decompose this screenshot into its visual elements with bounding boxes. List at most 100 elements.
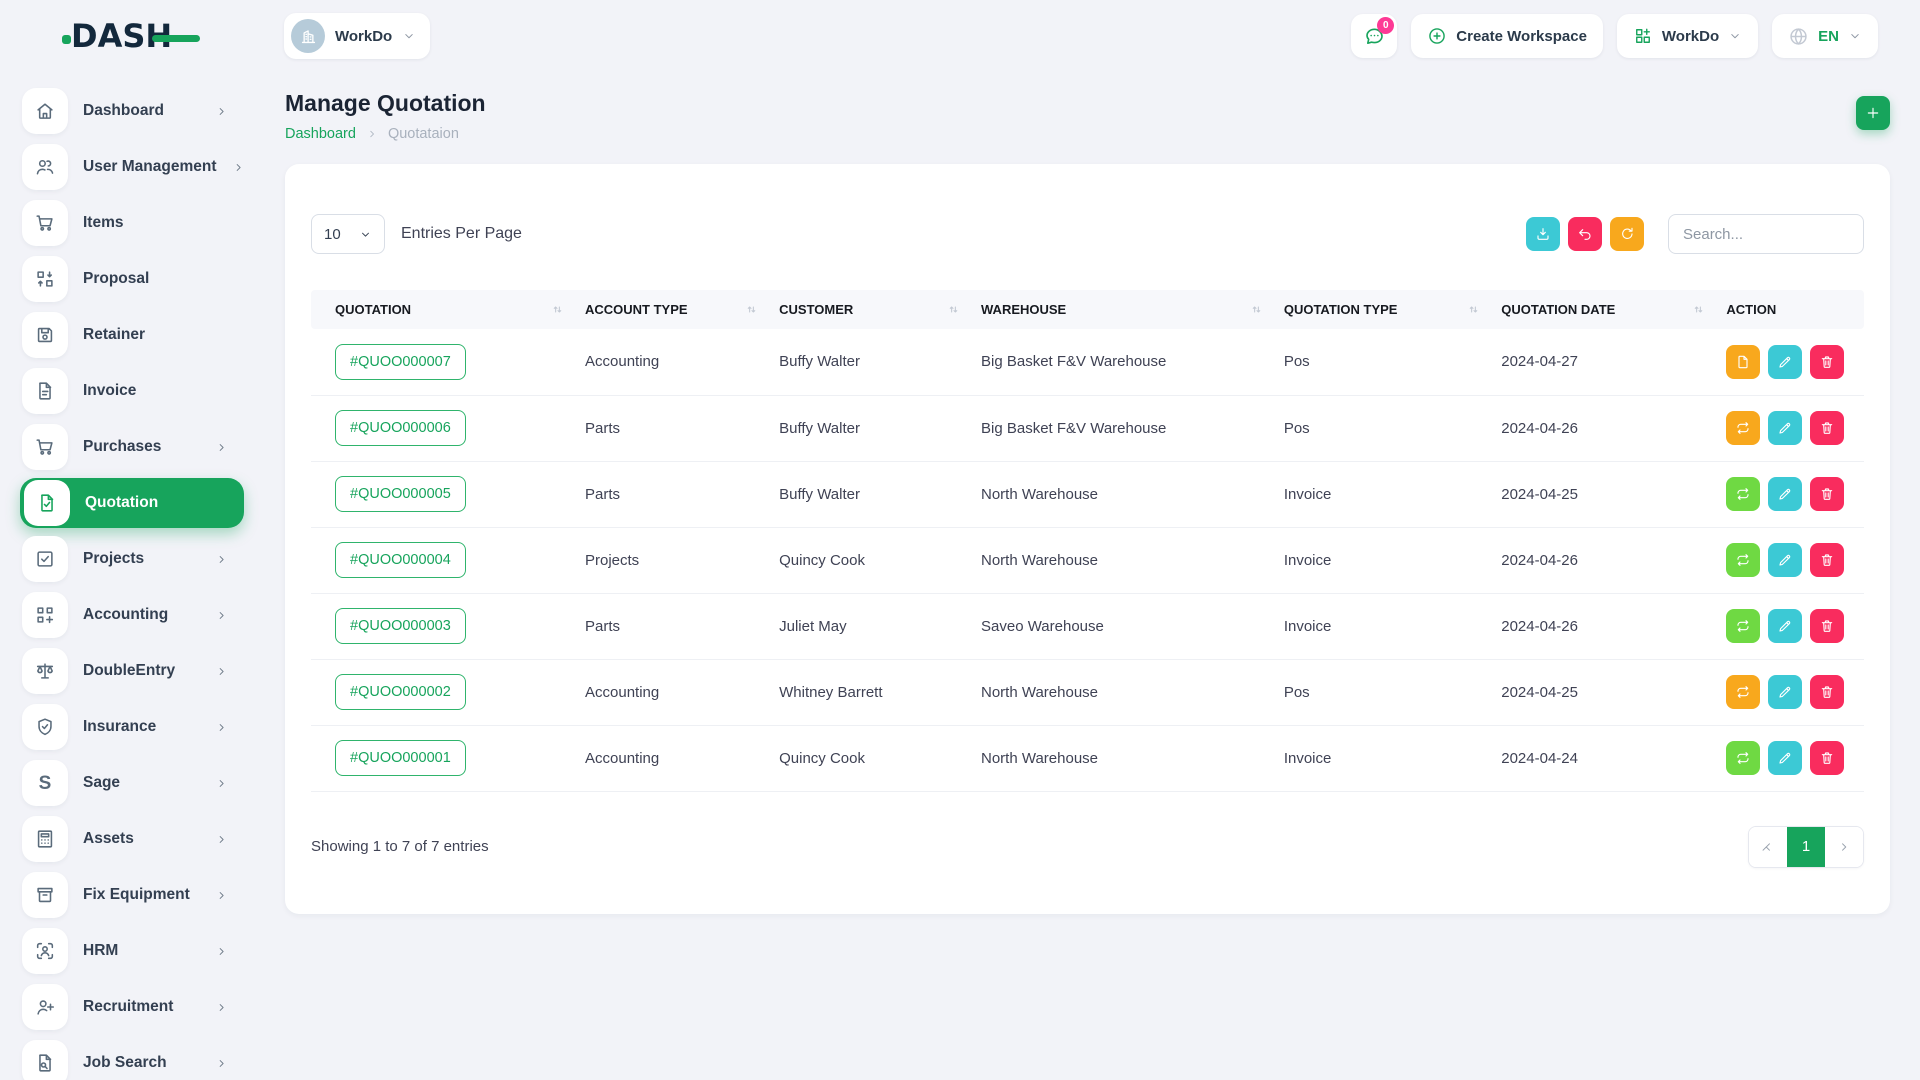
- header-quotation-date[interactable]: QUOTATION DATE: [1491, 290, 1716, 329]
- showing-entries-text: Showing 1 to 7 of 7 entries: [311, 838, 489, 855]
- customer-cell: Juliet May: [769, 593, 971, 659]
- sidebar-item-hrm[interactable]: HRM: [20, 926, 244, 976]
- reset-button[interactable]: [1568, 217, 1602, 251]
- chevron-left-icon: [1761, 840, 1775, 854]
- pagination-page-1[interactable]: 1: [1787, 827, 1825, 867]
- sidebar-item-items[interactable]: Items: [20, 198, 244, 248]
- convert-button[interactable]: [1726, 609, 1760, 643]
- table-row: #QUOO000003PartsJuliet MaySaveo Warehous…: [311, 593, 1864, 659]
- sidebar-item-job-search[interactable]: Job Search: [20, 1038, 244, 1080]
- sidebar-item-insurance[interactable]: Insurance: [20, 702, 244, 752]
- quotation-date-cell: 2024-04-25: [1491, 659, 1716, 725]
- delete-button[interactable]: [1810, 741, 1844, 775]
- header-warehouse[interactable]: WAREHOUSE: [971, 290, 1274, 329]
- sidebar-item-sage[interactable]: SSage: [20, 758, 244, 808]
- entries-per-page-select[interactable]: 10: [311, 214, 385, 254]
- delete-button[interactable]: [1810, 543, 1844, 577]
- pagination-prev-button[interactable]: [1749, 827, 1787, 867]
- table-footer: Showing 1 to 7 of 7 entries 1: [311, 826, 1864, 868]
- workspace-selector[interactable]: WorkDo: [284, 13, 430, 59]
- trash-icon: [1819, 618, 1835, 634]
- messages-count-badge: 0: [1377, 17, 1394, 34]
- quotation-date-cell: 2024-04-26: [1491, 593, 1716, 659]
- convert-button[interactable]: [1726, 741, 1760, 775]
- refresh-button[interactable]: [1610, 217, 1644, 251]
- delete-button[interactable]: [1810, 477, 1844, 511]
- quotation-type-cell: Invoice: [1274, 593, 1491, 659]
- sort-icon[interactable]: [946, 302, 961, 317]
- sidebar-item-dashboard[interactable]: Dashboard: [20, 86, 244, 136]
- sort-icon[interactable]: [1466, 302, 1481, 317]
- sidebar-item-purchases[interactable]: Purchases: [20, 422, 244, 472]
- sidebar-item-projects[interactable]: Projects: [20, 534, 244, 584]
- convert-button[interactable]: [1726, 411, 1760, 445]
- sort-icon[interactable]: [550, 302, 565, 317]
- warehouse-cell: Big Basket F&V Warehouse: [971, 395, 1274, 461]
- sort-icon[interactable]: [1249, 302, 1264, 317]
- pagination-next-button[interactable]: [1825, 827, 1863, 867]
- header-quotation[interactable]: QUOTATION: [311, 290, 575, 329]
- pencil-icon: [1777, 618, 1793, 634]
- search-input[interactable]: [1668, 214, 1864, 254]
- sidebar-item-user-management[interactable]: User Management: [20, 142, 244, 192]
- header-quotation-type[interactable]: QUOTATION TYPE: [1274, 290, 1491, 329]
- convert-icon: [1735, 618, 1751, 634]
- quotation-number-badge[interactable]: #QUOO000001: [335, 740, 466, 776]
- apps-dropdown[interactable]: WorkDo: [1617, 14, 1758, 58]
- language-selector[interactable]: EN: [1772, 14, 1878, 58]
- quotation-number-badge[interactable]: #QUOO000007: [335, 344, 466, 380]
- sidebar-item-recruitment[interactable]: Recruitment: [20, 982, 244, 1032]
- convert-button[interactable]: [1726, 477, 1760, 511]
- create-quotation-button[interactable]: [1856, 96, 1890, 130]
- export-button[interactable]: [1526, 217, 1560, 251]
- convert-button[interactable]: [1726, 675, 1760, 709]
- header-customer[interactable]: CUSTOMER: [769, 290, 971, 329]
- edit-button[interactable]: [1768, 411, 1802, 445]
- convert-button[interactable]: [1726, 543, 1760, 577]
- breadcrumb: Dashboard Quotataion: [285, 126, 486, 142]
- delete-button[interactable]: [1810, 345, 1844, 379]
- convert-icon: [1735, 486, 1751, 502]
- sidebar-item-doubleentry[interactable]: DoubleEntry: [20, 646, 244, 696]
- quotation-number-badge[interactable]: #QUOO000006: [335, 410, 466, 446]
- quotation-number-badge[interactable]: #QUOO000003: [335, 608, 466, 644]
- cart-icon: [22, 424, 68, 470]
- grid-plus-icon: [22, 592, 68, 638]
- sidebar-item-invoice[interactable]: Invoice: [20, 366, 244, 416]
- sidebar-item-fix-equipment[interactable]: Fix Equipment: [20, 870, 244, 920]
- topbar: DASH WorkDo 0 Create Workspace WorkDo EN: [0, 0, 1920, 72]
- messages-button[interactable]: 0: [1351, 14, 1397, 58]
- quotation-number-badge[interactable]: #QUOO000002: [335, 674, 466, 710]
- edit-button[interactable]: [1768, 345, 1802, 379]
- trash-icon: [1819, 552, 1835, 568]
- edit-button[interactable]: [1768, 609, 1802, 643]
- delete-button[interactable]: [1810, 675, 1844, 709]
- convert-button[interactable]: [1726, 345, 1760, 379]
- customer-cell: Quincy Cook: [769, 725, 971, 791]
- edit-button[interactable]: [1768, 741, 1802, 775]
- quotation-table-body: #QUOO000007AccountingBuffy WalterBig Bas…: [311, 329, 1864, 791]
- sidebar: Dashboard User Management Items Proposal Ret…: [0, 72, 265, 1080]
- delete-button[interactable]: [1810, 609, 1844, 643]
- sort-icon[interactable]: [744, 302, 759, 317]
- sidebar-item-retainer[interactable]: Retainer: [20, 310, 244, 360]
- quotation-number-badge[interactable]: #QUOO000005: [335, 476, 466, 512]
- header-account-type[interactable]: ACCOUNT TYPE: [575, 290, 769, 329]
- breadcrumb-dashboard-link[interactable]: Dashboard: [285, 126, 356, 142]
- sidebar-item-assets[interactable]: Assets: [20, 814, 244, 864]
- delete-button[interactable]: [1810, 411, 1844, 445]
- quotation-date-cell: 2024-04-26: [1491, 395, 1716, 461]
- edit-button[interactable]: [1768, 543, 1802, 577]
- sidebar-item-proposal[interactable]: Proposal: [20, 254, 244, 304]
- create-workspace-button[interactable]: Create Workspace: [1411, 14, 1603, 58]
- sidebar-item-quotation[interactable]: Quotation: [20, 478, 244, 528]
- account-type-cell: Accounting: [575, 659, 769, 725]
- users-icon: [22, 144, 68, 190]
- table-toolbar: 10 Entries Per Page: [311, 214, 1864, 254]
- quotation-number-badge[interactable]: #QUOO000004: [335, 542, 466, 578]
- edit-button[interactable]: [1768, 675, 1802, 709]
- sidebar-item-accounting[interactable]: Accounting: [20, 590, 244, 640]
- edit-button[interactable]: [1768, 477, 1802, 511]
- trash-icon: [1819, 486, 1835, 502]
- sort-icon[interactable]: [1691, 302, 1706, 317]
